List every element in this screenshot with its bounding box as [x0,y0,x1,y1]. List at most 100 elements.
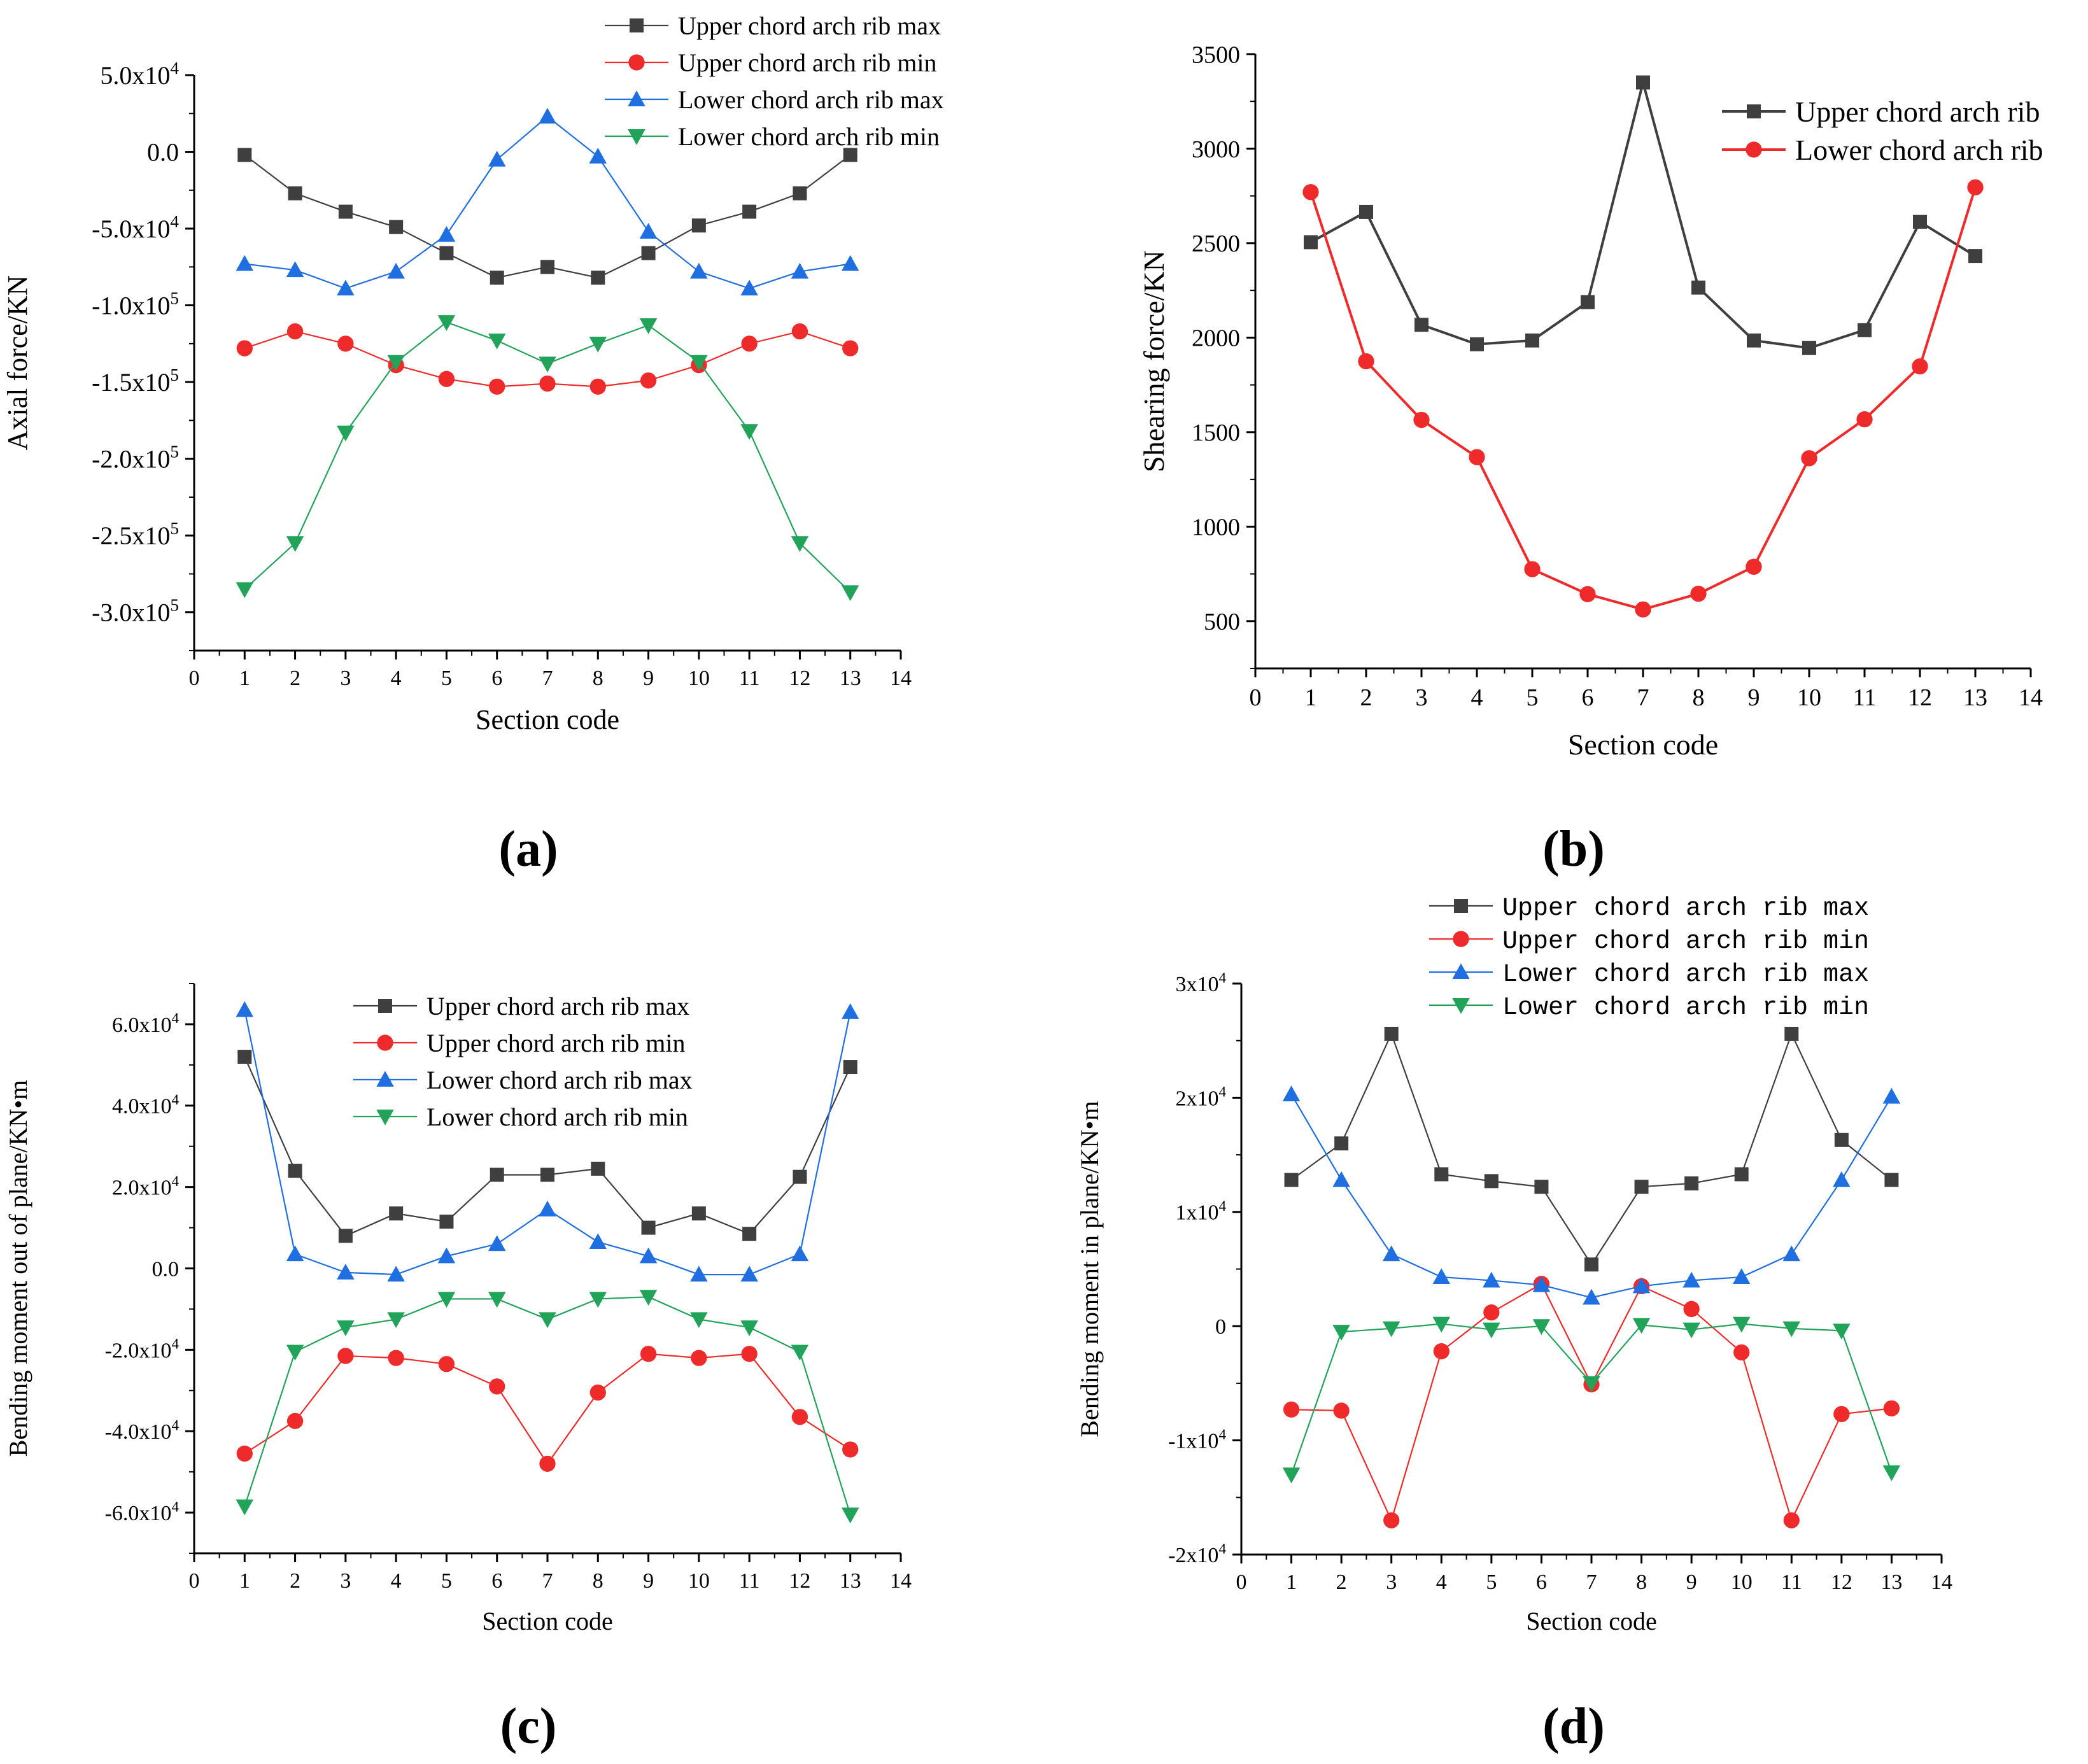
data-point-d-0 [1334,1136,1349,1151]
data-point-d-3 [1732,1316,1751,1333]
x-tick-label-c: 5 [441,1569,452,1593]
x-tick-label-d: 3 [1386,1570,1397,1594]
x-tick-label-d: 2 [1336,1570,1347,1594]
x-tick-label-c: 7 [542,1569,553,1593]
series-line-a-0 [244,154,851,279]
data-point-d-2 [1632,1277,1651,1294]
data-point-a-2 [589,148,607,164]
data-point-b-1 [1690,586,1707,602]
x-tick-label-d: 0 [1236,1570,1247,1594]
data-point-b-1 [1469,449,1485,465]
data-point-b-1 [1524,561,1541,577]
data-point-a-1 [741,335,758,352]
legend-marker-a-2 [628,90,645,106]
data-point-d-2 [1432,1268,1451,1285]
series-line-d-1 [1291,1283,1892,1523]
x-tick-label-c: 4 [391,1569,402,1593]
data-point-a-2 [841,255,859,271]
legend-marker-c-0 [378,999,392,1013]
y-tick-label-a: -3.0x105 [92,596,179,627]
x-tick-label-b: 13 [1963,684,1987,711]
data-point-d-3 [1282,1467,1301,1484]
data-point-c-0 [540,1168,554,1182]
legend-marker-b-1 [1746,141,1762,158]
data-point-c-2 [589,1233,607,1249]
data-point-d-1 [1433,1343,1450,1360]
panel-label-d: (d) [1542,1698,1605,1754]
data-point-b-1 [1358,353,1374,370]
x-tick-label-d: 8 [1636,1570,1647,1594]
data-point-a-0 [540,260,554,274]
x-tick-label-d: 10 [1731,1570,1753,1594]
x-tick-label-d: 9 [1686,1570,1697,1594]
data-point-d-0 [1434,1167,1449,1182]
data-point-a-1 [337,335,354,352]
data-point-a-1 [236,340,253,356]
y-axis-label-d: Bending moment in plane/KN•m [1075,1101,1104,1437]
chart-panel-b: (b) 0 1 2 3 4 5 6 7 8 9 10 11 12 13 143500300025002000… [1138,41,2043,877]
series-line-c-3 [244,1296,851,1515]
data-point-d-1 [1483,1304,1500,1321]
data-point-b-1 [1579,586,1596,602]
data-point-d-3 [1833,1323,1851,1340]
legend-marker-d-1 [1453,931,1469,947]
data-point-c-2 [740,1266,758,1282]
data-point-d-1 [1783,1512,1800,1528]
x-tick-label-a: 14 [890,667,912,690]
legend-marker-a-0 [630,18,644,32]
legend-marker-c-3 [376,1110,394,1125]
chart-panel-c: (c) 0 1 2 3 4 5 6 7 8 9 10 11 12 13 146.0x1044.0x1042.… [4,983,912,1754]
data-point-b-1 [1801,450,1817,467]
data-point-a-1 [489,378,505,395]
data-point-c-2 [791,1245,809,1262]
chart-panel-a: (a) 0 1 2 3 4 5 6 7 8 9 10 11 12 13 145.0x1040.0-5.0x1… [2,11,944,877]
data-point-a-3 [690,355,708,371]
x-tick-label-b: 7 [1637,684,1649,711]
data-point-a-3 [740,424,758,441]
x-tick-label-c: 14 [890,1569,912,1593]
legend-marker-b-0 [1747,104,1761,118]
data-point-a-2 [488,150,506,167]
y-tick-label-d: -2x104 [1168,1541,1226,1567]
data-point-d-0 [1784,1026,1799,1041]
data-point-a-2 [286,261,304,278]
data-point-c-0 [742,1227,757,1241]
data-point-c-1 [337,1348,354,1364]
x-tick-label-b: 11 [1853,684,1877,711]
x-tick-label-c: 10 [688,1569,710,1593]
legend-label-c-2: Lower chord arch rib max [427,1066,693,1094]
x-tick-label-b: 1 [1305,684,1317,711]
data-point-c-0 [641,1220,656,1235]
x-tick-label-b: 9 [1748,684,1760,711]
data-point-a-0 [490,271,504,285]
y-tick-label-c: 2.0x104 [112,1173,180,1200]
data-point-c-0 [843,1060,857,1075]
legend-label-a-0: Upper chord arch rib max [678,11,941,40]
x-tick-label-a: 2 [290,667,300,690]
data-point-d-2 [1282,1085,1301,1102]
data-point-b-1 [1856,411,1873,428]
data-point-d-0 [1384,1026,1399,1041]
data-point-d-3 [1382,1321,1400,1337]
data-point-a-0 [793,186,807,201]
data-point-c-1 [640,1346,657,1362]
y-tick-label-d: 1x104 [1175,1198,1226,1225]
data-point-a-2 [539,108,556,124]
data-point-c-3 [740,1320,758,1336]
x-tick-label-a: 8 [593,667,603,690]
data-point-c-2 [539,1201,556,1217]
data-point-c-1 [388,1350,404,1366]
x-tick-label-a: 6 [491,667,502,690]
x-tick-label-c: 3 [340,1569,351,1593]
data-point-c-3 [791,1344,809,1361]
data-point-a-1 [640,372,657,389]
data-point-b-1 [1746,558,1762,575]
legend-marker-c-1 [377,1034,393,1051]
legend-label-b-1: Lower chord arch rib [1795,134,2043,166]
x-tick-label-a: 7 [542,667,553,690]
x-tick-label-d: 4 [1436,1570,1447,1594]
data-point-a-0 [338,204,353,219]
data-point-c-1 [539,1455,556,1472]
data-point-c-3 [690,1312,708,1329]
data-point-d-0 [1484,1174,1499,1189]
